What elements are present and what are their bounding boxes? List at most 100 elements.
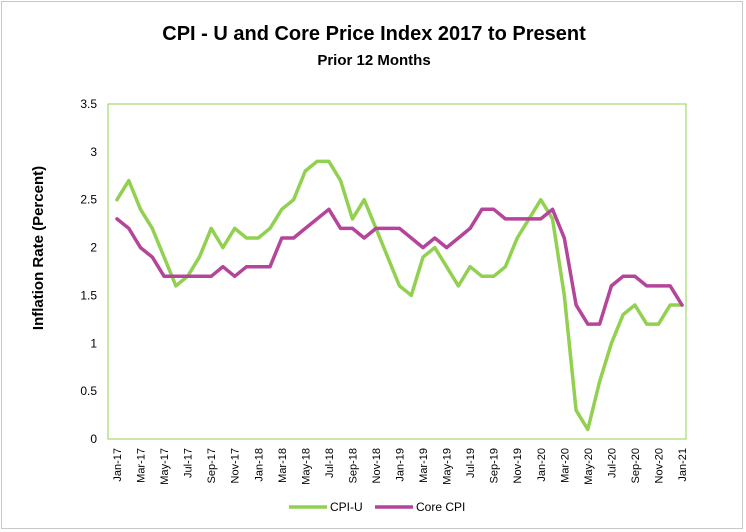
data-point-cpi-u bbox=[350, 217, 354, 221]
data-point-core-cpi bbox=[303, 226, 307, 230]
data-point-core-cpi bbox=[350, 226, 354, 230]
data-point-core-cpi bbox=[127, 226, 131, 230]
x-tick-label: Sep-17 bbox=[206, 448, 218, 483]
data-point-core-cpi bbox=[645, 284, 649, 288]
x-tick-label: Sep-18 bbox=[347, 448, 359, 483]
y-tick-label: 0.5 bbox=[80, 384, 97, 398]
x-tick-label: May-17 bbox=[159, 448, 171, 485]
y-tick-label: 3.5 bbox=[80, 97, 97, 111]
x-tick-label: Jul-20 bbox=[606, 448, 618, 478]
x-tick-label: Nov-20 bbox=[653, 448, 665, 483]
data-point-core-cpi bbox=[445, 246, 449, 250]
x-tick-label: Mar-17 bbox=[136, 448, 148, 483]
data-point-core-cpi bbox=[174, 274, 178, 278]
data-point-cpi-u bbox=[621, 313, 625, 317]
data-point-core-cpi bbox=[233, 274, 237, 278]
legend-label-core-cpi: Core CPI bbox=[416, 500, 465, 514]
data-point-core-cpi bbox=[374, 226, 378, 230]
data-point-cpi-u bbox=[503, 265, 507, 269]
legend: CPI-U Core CPI bbox=[289, 500, 465, 514]
data-point-core-cpi bbox=[551, 207, 554, 211]
data-point-core-cpi bbox=[609, 284, 613, 288]
y-axis: 0 0.5 1 1.5 2 2.5 3 3.5 bbox=[80, 97, 97, 446]
y-axis-label: Inflation Rate (Percent) bbox=[30, 166, 47, 330]
data-point-core-cpi bbox=[621, 274, 625, 278]
data-point-core-cpi bbox=[586, 322, 590, 326]
x-tick-label: May-18 bbox=[300, 448, 312, 485]
data-point-cpi-u bbox=[221, 246, 225, 250]
data-point-cpi-u bbox=[362, 198, 366, 202]
data-point-cpi-u bbox=[551, 217, 554, 221]
data-point-core-cpi bbox=[503, 217, 507, 221]
data-point-core-cpi bbox=[657, 284, 660, 288]
data-point-core-cpi bbox=[680, 303, 684, 307]
y-tick-label: 1.5 bbox=[80, 288, 97, 302]
x-tick-label: Jul-18 bbox=[324, 448, 336, 478]
data-point-core-cpi bbox=[515, 217, 519, 221]
data-point-cpi-u bbox=[386, 255, 390, 259]
data-point-cpi-u bbox=[139, 207, 142, 211]
data-point-cpi-u bbox=[315, 159, 319, 163]
data-point-cpi-u bbox=[480, 274, 484, 278]
data-point-cpi-u bbox=[562, 293, 566, 297]
data-point-cpi-u bbox=[657, 322, 660, 326]
data-point-cpi-u bbox=[574, 408, 578, 412]
data-point-cpi-u bbox=[668, 303, 672, 307]
x-tick-label: Jan-17 bbox=[112, 448, 124, 482]
data-point-cpi-u bbox=[150, 226, 154, 230]
data-point-cpi-u bbox=[445, 265, 449, 269]
x-tick-label: Sep-19 bbox=[489, 448, 501, 483]
data-point-core-cpi bbox=[256, 265, 260, 269]
data-point-core-cpi bbox=[339, 226, 343, 230]
data-point-core-cpi bbox=[562, 236, 566, 240]
data-point-core-cpi bbox=[574, 303, 578, 307]
data-point-cpi-u bbox=[492, 274, 496, 278]
data-point-core-cpi bbox=[633, 274, 637, 278]
x-axis: Jan-17 Mar-17 May-17 Jul-17 Sep-17 Nov-17 Jan-… bbox=[112, 448, 689, 485]
data-point-core-cpi bbox=[150, 255, 154, 259]
data-point-cpi-u bbox=[398, 284, 401, 288]
data-point-core-cpi bbox=[468, 226, 472, 230]
data-point-cpi-u bbox=[280, 207, 284, 211]
data-point-core-cpi bbox=[162, 274, 166, 278]
data-point-core-cpi bbox=[386, 226, 390, 230]
data-point-core-cpi bbox=[115, 217, 119, 221]
x-tick-label: Mar-20 bbox=[559, 448, 571, 483]
data-point-cpi-u bbox=[327, 159, 331, 163]
series-line-cpi-u bbox=[115, 159, 684, 432]
x-tick-label: Jan-20 bbox=[536, 448, 548, 482]
data-point-cpi-u bbox=[409, 293, 413, 297]
plot-area bbox=[107, 103, 687, 440]
data-point-cpi-u bbox=[539, 198, 543, 202]
data-point-cpi-u bbox=[292, 198, 296, 202]
data-point-core-cpi bbox=[221, 265, 225, 269]
series-layer bbox=[115, 159, 684, 432]
x-tick-label: Jul-19 bbox=[465, 448, 477, 478]
x-tick-label: Sep-20 bbox=[630, 448, 642, 483]
data-point-core-cpi bbox=[315, 217, 319, 221]
data-point-cpi-u bbox=[609, 341, 613, 345]
data-point-cpi-u bbox=[303, 169, 307, 173]
data-point-core-cpi bbox=[398, 226, 401, 230]
data-point-core-cpi bbox=[362, 236, 366, 240]
data-point-core-cpi bbox=[186, 274, 190, 278]
data-point-cpi-u bbox=[421, 255, 425, 259]
data-point-core-cpi bbox=[598, 322, 602, 326]
data-point-cpi-u bbox=[233, 226, 237, 230]
data-point-cpi-u bbox=[256, 236, 260, 240]
data-point-core-cpi bbox=[433, 236, 437, 240]
chart-title: CPI - U and Core Price Index 2017 to Pre… bbox=[162, 23, 586, 45]
series-line-core-cpi bbox=[115, 207, 684, 326]
x-tick-label: Jan-21 bbox=[677, 448, 689, 482]
data-point-cpi-u bbox=[174, 284, 178, 288]
y-tick-label: 0 bbox=[90, 432, 97, 446]
data-point-core-cpi bbox=[292, 236, 296, 240]
data-point-cpi-u bbox=[433, 246, 437, 250]
x-tick-label: Mar-18 bbox=[277, 448, 289, 483]
data-point-cpi-u bbox=[633, 303, 637, 307]
data-point-core-cpi bbox=[268, 265, 272, 269]
chart-subtitle: Prior 12 Months bbox=[317, 52, 430, 69]
data-point-core-cpi bbox=[668, 284, 672, 288]
x-tick-label: Nov-19 bbox=[512, 448, 524, 483]
